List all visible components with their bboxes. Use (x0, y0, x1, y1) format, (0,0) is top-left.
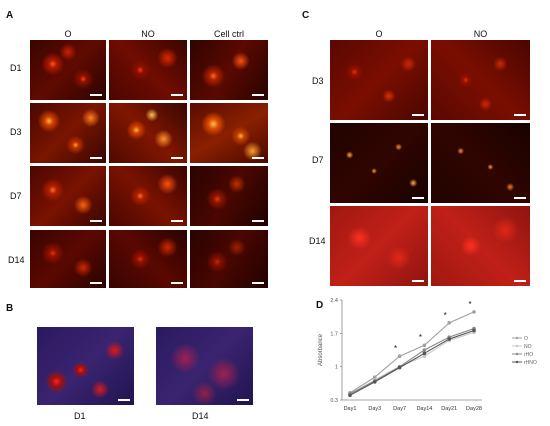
series-line-rhno (349, 329, 475, 396)
panel-a-row-d1: D1 (10, 63, 22, 73)
micrograph-a-d7-o (30, 166, 106, 226)
data-point-rhno (472, 328, 476, 333)
panel-c-row-d3: D3 (312, 76, 324, 86)
data-point-rhno (422, 351, 427, 356)
micrograph-b-d1 (37, 327, 134, 405)
absorbance-line-chart: 0.3 1 1.7 2.4 Absorbance Day1 Day3 Day7 Day14 Day… (318, 298, 537, 412)
panel-c-col-o: O (375, 29, 383, 39)
micrograph-a-d7-cellctrl (190, 166, 268, 226)
significance-marker: * (468, 300, 471, 309)
y-tick-label: 2.4 (330, 298, 338, 304)
micrograph-a-d14-o (30, 230, 106, 288)
y-tick-label: 1 (335, 365, 338, 371)
micrograph-a-d3-o (30, 103, 106, 163)
micrograph-a-d1-o (30, 40, 106, 100)
legend-label-o: O (524, 336, 528, 342)
micrograph-c-d7-o (330, 123, 428, 203)
significance-marker: * (444, 311, 447, 320)
micrograph-c-d14-no (431, 206, 530, 286)
series-line-o (349, 311, 475, 394)
data-point-o (397, 354, 402, 358)
data-point-rhno (397, 365, 402, 370)
panel-a-col-o: O (64, 29, 72, 39)
micrograph-a-d14-no (109, 230, 187, 288)
panel-c-col-no: NO (473, 29, 488, 39)
x-tick-label: Day3 (368, 406, 381, 412)
significance-marker: * (419, 333, 422, 342)
y-axis-label: Absorbance (318, 333, 324, 366)
panel-a-row-d7: D7 (10, 191, 22, 201)
panel-b-label-d14: D14 (192, 411, 209, 421)
legend-marker-rho (515, 352, 519, 356)
panel-a-letter: A (6, 10, 14, 21)
panel-b-label-d1: D1 (74, 411, 86, 421)
micrograph-c-d3-o (330, 40, 428, 120)
panel-c-letter: C (302, 10, 310, 21)
micrograph-c-d14-o (330, 206, 428, 286)
data-point-rhno (348, 393, 352, 398)
significance-marker: * (394, 344, 397, 353)
micrograph-a-d14-cellctrl (190, 230, 268, 288)
x-tick-label: Day28 (466, 406, 482, 412)
x-tick-label: Day1 (344, 406, 357, 412)
y-tick-label: 1.7 (330, 331, 338, 337)
data-point-rhno (447, 337, 451, 341)
legend-marker-rhno (515, 360, 519, 364)
legend-marker-o (515, 336, 519, 340)
data-point-o (447, 321, 451, 325)
legend-label-rhno: rHNO (524, 360, 537, 366)
panel-c-row-d7: D7 (312, 155, 324, 165)
series-line-no (349, 331, 475, 395)
micrograph-c-d7-no (431, 123, 530, 203)
micrograph-a-d7-no (109, 166, 187, 226)
micrograph-a-d1-no (109, 40, 187, 100)
data-point-rhno (373, 380, 377, 384)
legend-label-no: NO (524, 344, 532, 350)
data-point-rho (422, 348, 427, 352)
data-point-no (422, 354, 427, 358)
x-tick-label: Day7 (393, 406, 406, 412)
data-point-o (373, 375, 377, 379)
panel-a-row-d14: D14 (8, 255, 25, 265)
data-point-o (422, 343, 427, 348)
panel-c-row-d14: D14 (309, 236, 326, 246)
x-tick-label: Day14 (416, 406, 432, 412)
panel-a-row-d3: D3 (10, 127, 22, 137)
panel-a-col-no: NO (141, 29, 155, 39)
data-point-o (472, 310, 476, 314)
micrograph-a-d1-cellctrl (190, 40, 268, 100)
legend-label-rho: rHO (524, 352, 533, 358)
legend-marker-no (515, 344, 519, 348)
micrograph-b-d14 (156, 327, 253, 405)
micrograph-a-d3-cellctrl (190, 103, 268, 163)
x-tick-label: Day21 (441, 406, 457, 412)
series-line-rho (349, 328, 475, 395)
panel-d-letter: D (316, 300, 324, 311)
panel-a-col-cellctrl: Cell ctrl (213, 29, 244, 39)
micrograph-a-d3-no (109, 103, 187, 163)
y-tick-label: 0.3 (330, 398, 338, 404)
panel-b-letter: B (6, 303, 14, 314)
micrograph-c-d3-no (431, 40, 530, 120)
